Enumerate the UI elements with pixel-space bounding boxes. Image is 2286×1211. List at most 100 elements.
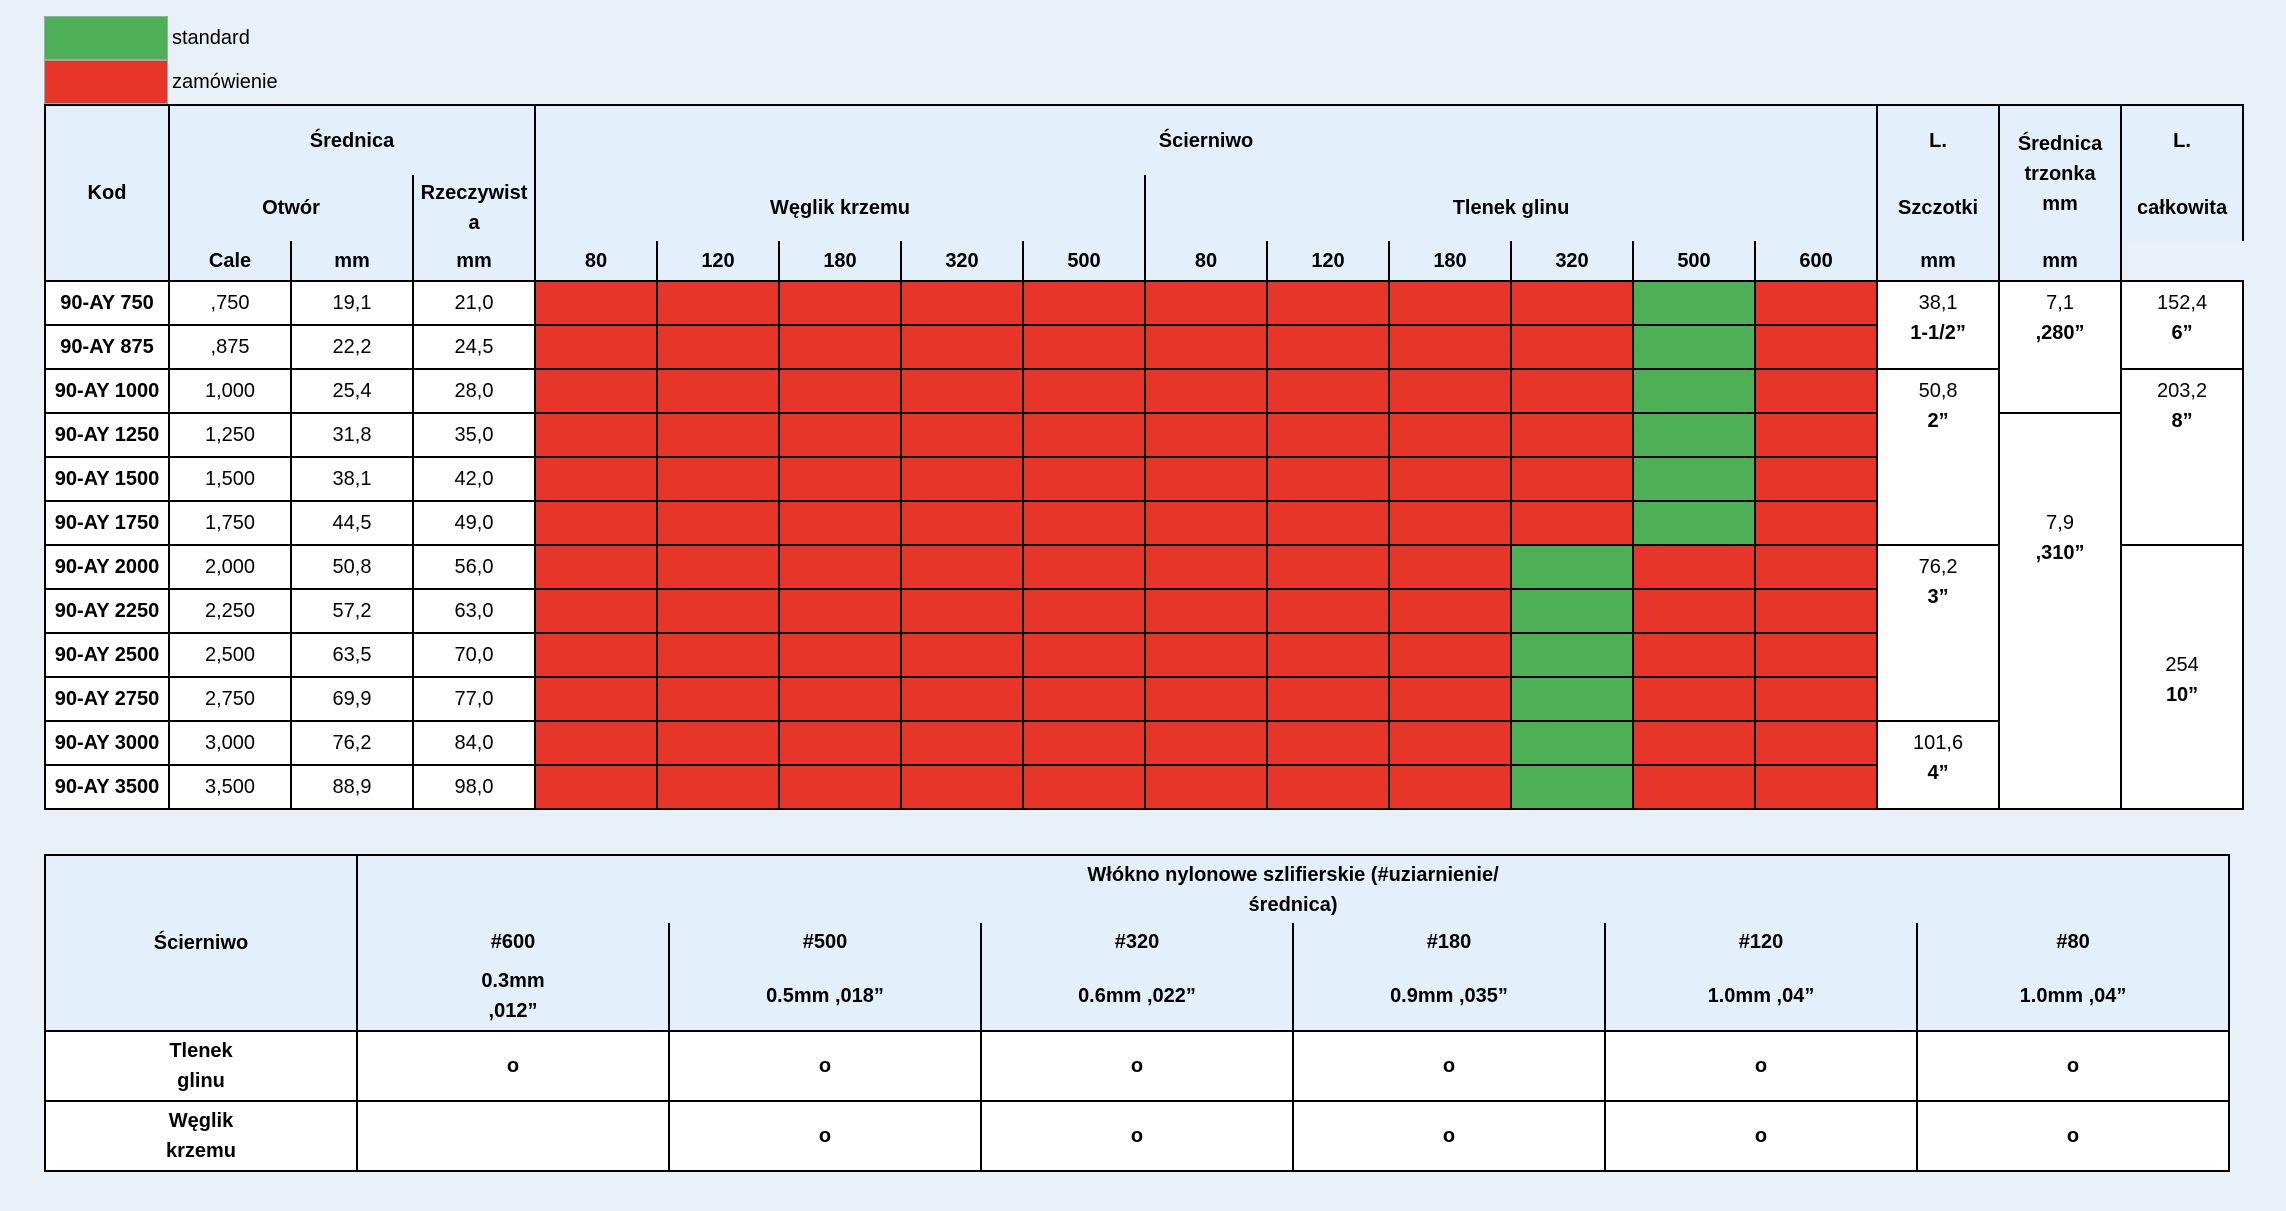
cell-srednica-trzonka-inch: ,310” (2035, 542, 2085, 564)
availability-order (1266, 632, 1390, 678)
header-weglik: Węglik krzemu (534, 175, 1146, 241)
nylon-size-line1: 1.0mm ,04” (2019, 984, 2127, 1007)
cell-cale: 1,750 (168, 500, 292, 546)
availability-order (1753, 544, 1879, 590)
availability-order (1266, 544, 1390, 590)
availability-order (1388, 456, 1512, 502)
nylon-header-title: Włókno nylonowe szlifierskie (#uziarnien… (355, 854, 2231, 923)
nylon-row-name-line1: Węglik (168, 1110, 234, 1132)
cell-kod: 90-AY 2500 (44, 632, 170, 678)
availability-order (1144, 456, 1268, 502)
header-srednica-trzonka-2: trzonka (2024, 162, 2096, 185)
cell-l-calkowita: 203,2 8” (2120, 368, 2245, 546)
availability-order (1753, 764, 1879, 810)
cell-rzeczywista: 21,0 (412, 280, 536, 326)
nylon-availability-mark: o (1604, 1030, 1918, 1102)
availability-order (900, 500, 1024, 546)
availability-order (1388, 500, 1512, 546)
legend-standard: standard (44, 16, 250, 60)
product-table-body: 90-AY 750,750 19,1 21,0 38,1 1-1/2” 7,1 ,280” 1… (44, 280, 2245, 810)
availability-order (1388, 588, 1512, 634)
nylon-availability-mark: o (668, 1100, 982, 1172)
legend-label-standard: standard (172, 26, 250, 49)
table-row: 90-AY 2500 2,500 63,5 70,0 (44, 632, 2243, 678)
availability-standard (1632, 412, 1756, 458)
availability-order (1632, 588, 1756, 634)
cell-kod: 90-AY 3500 (44, 764, 170, 810)
header-rzeczywista-2: a (468, 212, 480, 234)
cell-cale: 2,250 (168, 588, 292, 634)
nylon-table-body: Tlenek glinu o o o o o o Węglik krzemu o o o o o (44, 1030, 2231, 1172)
nylon-size-row: 0.3mm ,012” 0.5mm ,018” 0.6mm ,022” 0.9mm ,0… (45, 961, 2231, 1032)
nylon-grit-2: #320 (980, 923, 1294, 961)
grit-tlenek-600: 600 (1753, 241, 1879, 282)
nylon-availability-mark: o (1604, 1100, 1918, 1172)
grit-weglik-320: 320 (900, 241, 1024, 282)
availability-order (1753, 280, 1879, 326)
availability-order (656, 456, 780, 502)
cell-cale: 1,500 (168, 456, 292, 502)
cell-l-szczotki-mm: 50,8 (1918, 380, 1958, 402)
cell-cale: 3,000 (168, 720, 292, 766)
legend-swatch-standard (44, 16, 168, 60)
availability-order (1266, 412, 1390, 458)
availability-order (1022, 676, 1146, 722)
availability-order (1388, 412, 1512, 458)
availability-order (1022, 368, 1146, 414)
cell-mm: 38,1 (290, 456, 414, 502)
availability-order (1753, 324, 1879, 370)
availability-order (1388, 544, 1512, 590)
availability-order (534, 412, 658, 458)
grit-tlenek-320: 320 (1510, 241, 1634, 282)
cell-mm: 76,2 (290, 720, 414, 766)
availability-order (1632, 720, 1756, 766)
availability-order (1144, 324, 1268, 370)
nylon-size-line1: 0.9mm ,035” (1390, 984, 1508, 1007)
header-scierniwo: Ścierniwo (533, 104, 1879, 175)
nylon-row: Tlenek glinu o o o o o o (44, 1030, 2231, 1102)
nylon-row-name-line2: glinu (177, 1070, 225, 1092)
cell-rzeczywista: 49,0 (412, 500, 536, 546)
legend-label-order: zamówienie (172, 70, 278, 93)
cell-l-calkowita-mm: 254 (2165, 654, 2199, 676)
nylon-size-line1: 0.3mm (481, 969, 545, 992)
nylon-availability-mark: o (980, 1100, 1294, 1172)
nylon-availability-mark: o (668, 1030, 982, 1102)
cell-mm: 57,2 (290, 588, 414, 634)
availability-order (1388, 632, 1512, 678)
cell-l-szczotki-inch: 4” (1927, 762, 1949, 784)
availability-standard (1632, 500, 1756, 546)
availability-order (1022, 456, 1146, 502)
availability-standard (1632, 456, 1756, 502)
availability-order (900, 456, 1024, 502)
availability-order (778, 280, 902, 326)
cell-mm: 25,4 (290, 368, 414, 414)
cell-kod: 90-AY 1250 (44, 412, 170, 458)
nylon-size-line1: 0.6mm ,022” (1078, 984, 1196, 1007)
availability-order (656, 500, 780, 546)
availability-order (1753, 500, 1879, 546)
table-row: 90-AY 1000 1,000 25,4 28,0 50,8 2” 203,2 8” (44, 368, 2245, 546)
availability-order (534, 500, 658, 546)
nylon-grit-1: #500 (668, 923, 982, 961)
nylon-table: Ścierniwo Włókno nylonowe szlifierskie (… (44, 854, 2231, 1172)
cell-mm: 88,9 (290, 764, 414, 810)
cell-mm: 63,5 (290, 632, 414, 678)
availability-order (1144, 412, 1268, 458)
availability-order (1022, 720, 1146, 766)
cell-l-calkowita-inch: 10” (2165, 684, 2199, 706)
cell-cale: 2,000 (168, 544, 292, 590)
availability-order (534, 676, 658, 722)
availability-order (1266, 280, 1390, 326)
availability-order (534, 368, 658, 414)
availability-order (656, 412, 780, 458)
nylon-size-2: 0.6mm ,022” (980, 961, 1294, 1032)
nylon-grit-4: #120 (1604, 923, 1918, 961)
grit-weglik-80: 80 (534, 241, 658, 282)
nylon-grit-0: #600 (356, 923, 670, 961)
availability-order (1632, 544, 1756, 590)
nylon-row-name: Tlenek glinu (44, 1030, 358, 1102)
availability-order (656, 588, 780, 634)
availability-order (1022, 280, 1146, 326)
availability-order (656, 720, 780, 766)
